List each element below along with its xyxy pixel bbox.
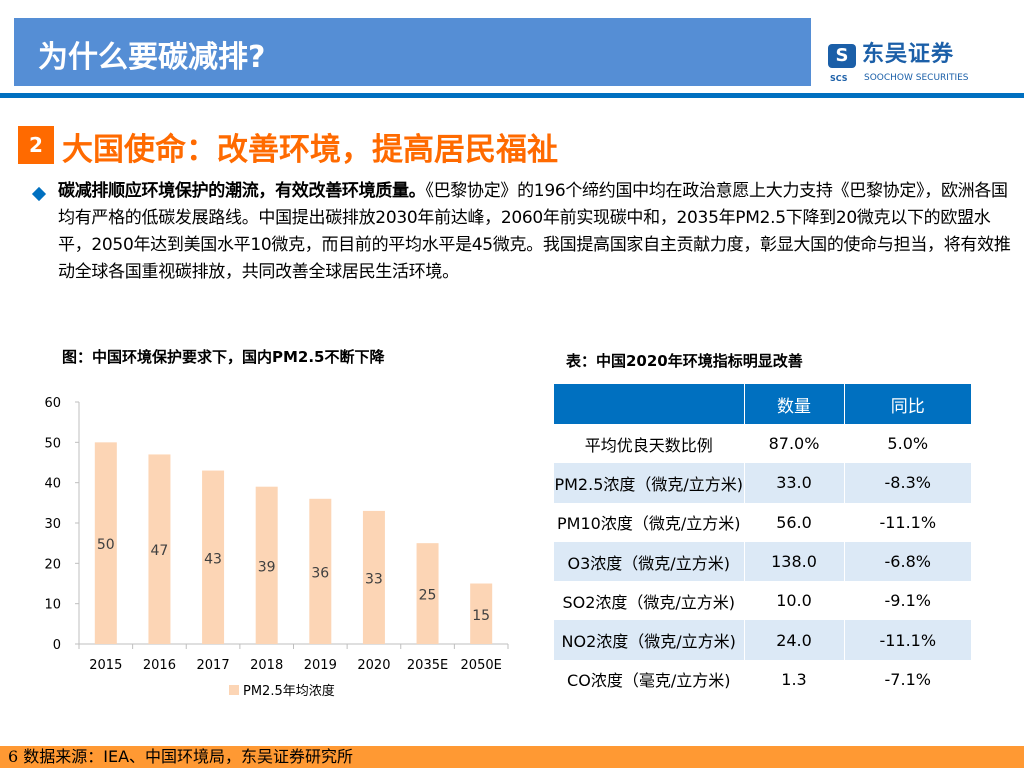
x-tick-label: 2020 [357,658,390,673]
table-cell: SO2浓度（微克/立方米) [554,581,745,621]
divider [0,93,1024,98]
x-tick-label: 2050E [461,658,502,673]
footer: 6 数据来源：IEA、中国环境局，东吴证券研究所 [0,746,1024,768]
y-tick-label: 50 [44,436,61,451]
table-row: 平均优良天数比例 87.0% 5.0% [554,424,972,464]
section-number: 2 [18,126,54,164]
data-label: 25 [419,588,437,604]
body-text: 《巴黎协定》的196个缔约国中均在政治意愿上大力支持《巴黎协定》，欧洲各国均有严… [58,181,1011,282]
table-cell: 1.3 [744,659,845,700]
page-title: 为什么要碳减排? [38,40,266,75]
logo: S 东吴证券 SCS SOOCHOW SECURITIES [828,42,988,86]
table-cell: 33.0 [744,463,845,503]
page-number: 6 [8,747,19,766]
x-tick-label: 2019 [304,658,337,673]
x-tick-label: 2017 [197,658,230,673]
table-cell: 5.0% [844,424,972,464]
bar [148,454,171,644]
y-tick-label: 20 [44,557,61,572]
body-bold: 碳减排顺应环境保护的潮流，有效改善环境质量。 [58,181,426,201]
logo-scs: SCS [830,74,848,83]
table-cell: CO浓度（毫克/立方米) [554,659,745,700]
header-cell [554,384,745,424]
table-cell: PM10浓度（微克/立方米) [554,502,745,542]
y-tick-label: 10 [44,598,61,613]
table-cell: -6.8% [844,541,972,582]
title-bar: 为什么要碳减排? [14,18,811,86]
table-cell: NO2浓度（微克/立方米) [554,620,745,660]
section-title: 大国使命：改善环境，提高居民福祉 [62,132,558,168]
logo-cn: 东吴证券 [862,42,955,67]
header-cell: 数量 [744,384,845,424]
table-cell: 56.0 [744,502,845,542]
table-row: PM10浓度（微克/立方米) 56.0 -11.1% [554,502,972,542]
source-note: 数据来源：IEA、中国环境局，东吴证券研究所 [23,747,354,766]
y-tick-label: 60 [44,396,61,411]
table-cell: O3浓度（微克/立方米) [554,541,745,582]
data-label: 15 [472,608,490,624]
data-label: 50 [97,537,115,553]
table-row: SO2浓度（微克/立方米) 10.0 -9.1% [554,581,972,621]
y-tick-label: 30 [44,517,61,532]
logo-mark-icon: S [828,44,856,68]
data-label: 33 [365,571,383,587]
bar [470,583,493,644]
x-tick-label: 2016 [143,658,176,673]
table-cell: -8.3% [844,463,972,503]
table-cell: 87.0% [744,424,845,464]
table-cell: -11.1% [844,502,972,542]
x-tick-label: 2015 [89,658,122,673]
bar [202,470,225,644]
bar [362,510,385,644]
y-tick-label: 40 [44,477,61,492]
table-cell: -9.1% [844,581,972,621]
table-row: O3浓度（微克/立方米) 138.0 -6.8% [554,541,972,582]
table-cell: 24.0 [744,620,845,660]
x-tick-label: 2018 [250,658,283,673]
table-row: PM2.5浓度（微克/立方米) 33.0 -8.3% [554,463,972,503]
body-paragraph: 碳减排顺应环境保护的潮流，有效改善环境质量。《巴黎协定》的196个缔约国中均在政… [58,178,1013,286]
data-label: 43 [204,551,222,567]
data-label: 39 [258,559,276,575]
table-cell: PM2.5浓度（微克/立方米) [554,463,745,503]
legend-label: PM2.5年均浓度 [243,683,335,699]
bar [416,543,439,644]
bullet-diamond-icon [31,186,47,202]
chart-caption: 图：中国环境保护要求下，国内PM2.5不断下降 [62,348,385,366]
pm25-bar-chart: 0 10 20 30 40 50 60 50 2015 47 2016 43 2017 39 2018 36 2… [44,396,509,699]
data-label: 36 [311,565,329,581]
table-cell: 平均优良天数比例 [554,424,745,464]
bar [94,442,117,644]
data-label: 47 [151,543,169,559]
table-cell: -11.1% [844,620,972,660]
bar [309,498,332,644]
bar [255,486,278,644]
table-row: NO2浓度（微克/立方米) 24.0 -11.1% [554,620,972,660]
table-cell: -7.1% [844,659,972,700]
table-row: CO浓度（毫克/立方米) 1.3 -7.1% [554,659,972,700]
logo-en: SOOCHOW SECURITIES [864,73,969,83]
x-tick-label: 2035E [407,658,448,673]
environment-table: 数量 同比 平均优良天数比例 87.0% 5.0% PM2.5浓度（微克/立方米) 33… [554,384,972,700]
table-cell: 138.0 [744,541,845,582]
y-tick-label: 0 [53,638,61,653]
table-caption: 表：中国2020年环境指标明显改善 [566,352,803,370]
header-cell: 同比 [844,384,972,424]
legend-swatch [229,685,239,695]
table-cell: 10.0 [744,581,845,621]
